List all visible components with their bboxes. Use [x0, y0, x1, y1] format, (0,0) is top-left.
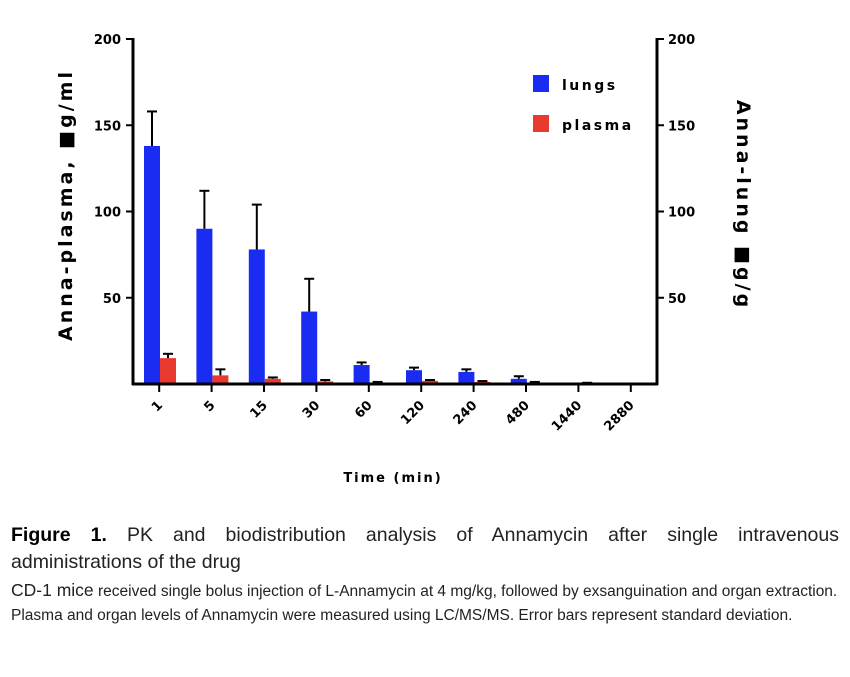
x-tick-label-240: 240: [451, 398, 481, 428]
figure-label: Figure 1.: [11, 524, 107, 546]
axes-layer: [126, 38, 664, 392]
bar-lungs-5: [196, 228, 213, 384]
y-tick-label-right-100: 100: [668, 206, 695, 221]
bars-layer: [144, 145, 596, 385]
x-tick-label-30: 30: [300, 398, 323, 421]
bar-lungs-15: [248, 249, 265, 384]
legend: lungs plasma: [533, 75, 634, 134]
error-bars-layer: [147, 110, 593, 384]
x-tick-label-2880: 2880: [601, 398, 637, 434]
x-tick-label-480: 480: [503, 398, 533, 428]
y-tick-label-left-200: 200: [94, 33, 121, 48]
bar-plasma-1: [160, 358, 176, 384]
legend-swatch-plasma: [533, 115, 549, 132]
x-tick-label-1: 1: [149, 398, 166, 415]
bar-lungs-60: [353, 365, 370, 384]
legend-swatch-lungs: [533, 75, 549, 92]
bar-lungs-480: [510, 378, 527, 384]
y-tick-label-left-150: 150: [94, 119, 121, 134]
x-tick-label-120: 120: [398, 398, 428, 428]
legend-label-plasma: plasma: [562, 118, 634, 134]
y-tick-label-left-50: 50: [103, 292, 121, 307]
bar-plasma-15: [264, 378, 281, 384]
figure-caption: Figure 1. PK and biodistribution analysi…: [11, 522, 839, 628]
bar-plasma-5: [212, 375, 229, 384]
y-tick-label-right-150: 150: [668, 119, 695, 134]
caption-body-lead: CD-1 mice: [11, 580, 94, 600]
bar-lungs-240: [458, 371, 475, 384]
caption-body: CD-1 mice received single bolus injectio…: [11, 578, 839, 628]
y-tick-label-right-200: 200: [668, 33, 695, 48]
x-tick-label-60: 60: [352, 398, 375, 421]
x-tick-label-5: 5: [201, 398, 218, 415]
y-axis-title-right: Anna-lung ■g/g: [732, 100, 754, 310]
y-axis-title-left: Anna-plasma, ■g/ml: [55, 69, 77, 341]
caption-title-text: PK and biodistribution analysis of Annam…: [126, 524, 839, 546]
caption-title-line2: administrations of the drug: [11, 551, 241, 573]
legend-label-lungs: lungs: [562, 78, 618, 94]
y-tick-label-right-50: 50: [668, 292, 686, 307]
x-axis-title: Time (min): [343, 471, 442, 486]
caption-body-text: received single bolus injection of L-Ann…: [11, 583, 838, 624]
caption-title-line1: Figure 1. PK and biodistribution analysi…: [11, 522, 839, 549]
y-tick-label-left-100: 100: [94, 206, 121, 221]
bar-plasma-120: [422, 380, 438, 384]
bar-lungs-30: [301, 311, 318, 384]
bar-lungs-120: [406, 370, 422, 384]
bar-lungs-1: [144, 145, 160, 384]
x-tick-label-15: 15: [247, 398, 270, 421]
x-tick-label-1440: 1440: [549, 398, 585, 434]
